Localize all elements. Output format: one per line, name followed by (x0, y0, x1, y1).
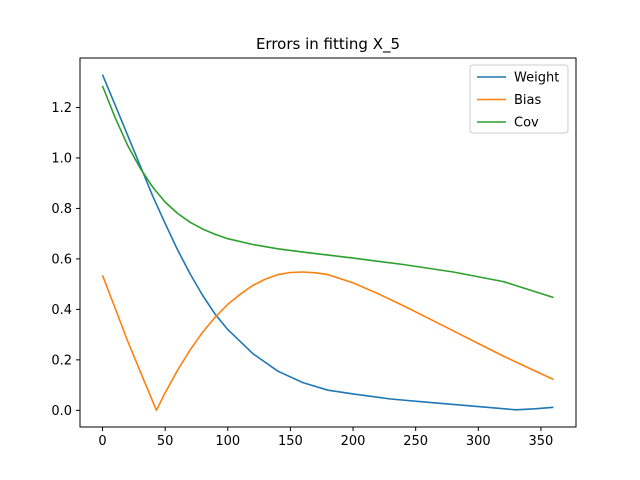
x-tick-label: 50 (157, 434, 174, 449)
y-tick-label: 0.6 (51, 252, 72, 267)
x-tick-label: 300 (466, 434, 491, 449)
y-tick-label: 0.8 (51, 202, 72, 217)
x-tick-label: 350 (529, 434, 554, 449)
legend-label-bias: Bias (514, 93, 541, 108)
y-tick-label: 0.2 (51, 353, 72, 368)
legend-box (469, 64, 569, 134)
y-tick-label: 0.4 (51, 303, 72, 318)
chart-title: Errors in fitting X_5 (256, 35, 400, 54)
legend-label-weight: Weight (514, 71, 559, 86)
x-tick-label: 200 (341, 434, 366, 449)
axes-frame (79, 57, 577, 428)
y-tick-label: 1.0 (51, 151, 72, 166)
legend-label-cov: Cov (514, 116, 539, 131)
legend: Weight Bias Cov (469, 64, 569, 134)
y-tick-label: 1.2 (51, 101, 72, 116)
series-line-weight (101, 74, 554, 411)
series-line-bias (101, 271, 554, 412)
series-line-cov (101, 85, 554, 299)
x-tick-label: 0 (98, 434, 106, 449)
x-tick-label: 250 (403, 434, 428, 449)
x-tick-label: 150 (278, 434, 303, 449)
y-tick-label: 0.0 (51, 404, 72, 419)
plot-lines (101, 74, 554, 412)
x-tick-label: 100 (215, 434, 240, 449)
x-axis: 0 50 100 150 200 250 300 350 (98, 427, 553, 449)
y-axis: 0.0 0.2 0.4 0.6 0.8 1.0 1.2 (51, 101, 80, 419)
